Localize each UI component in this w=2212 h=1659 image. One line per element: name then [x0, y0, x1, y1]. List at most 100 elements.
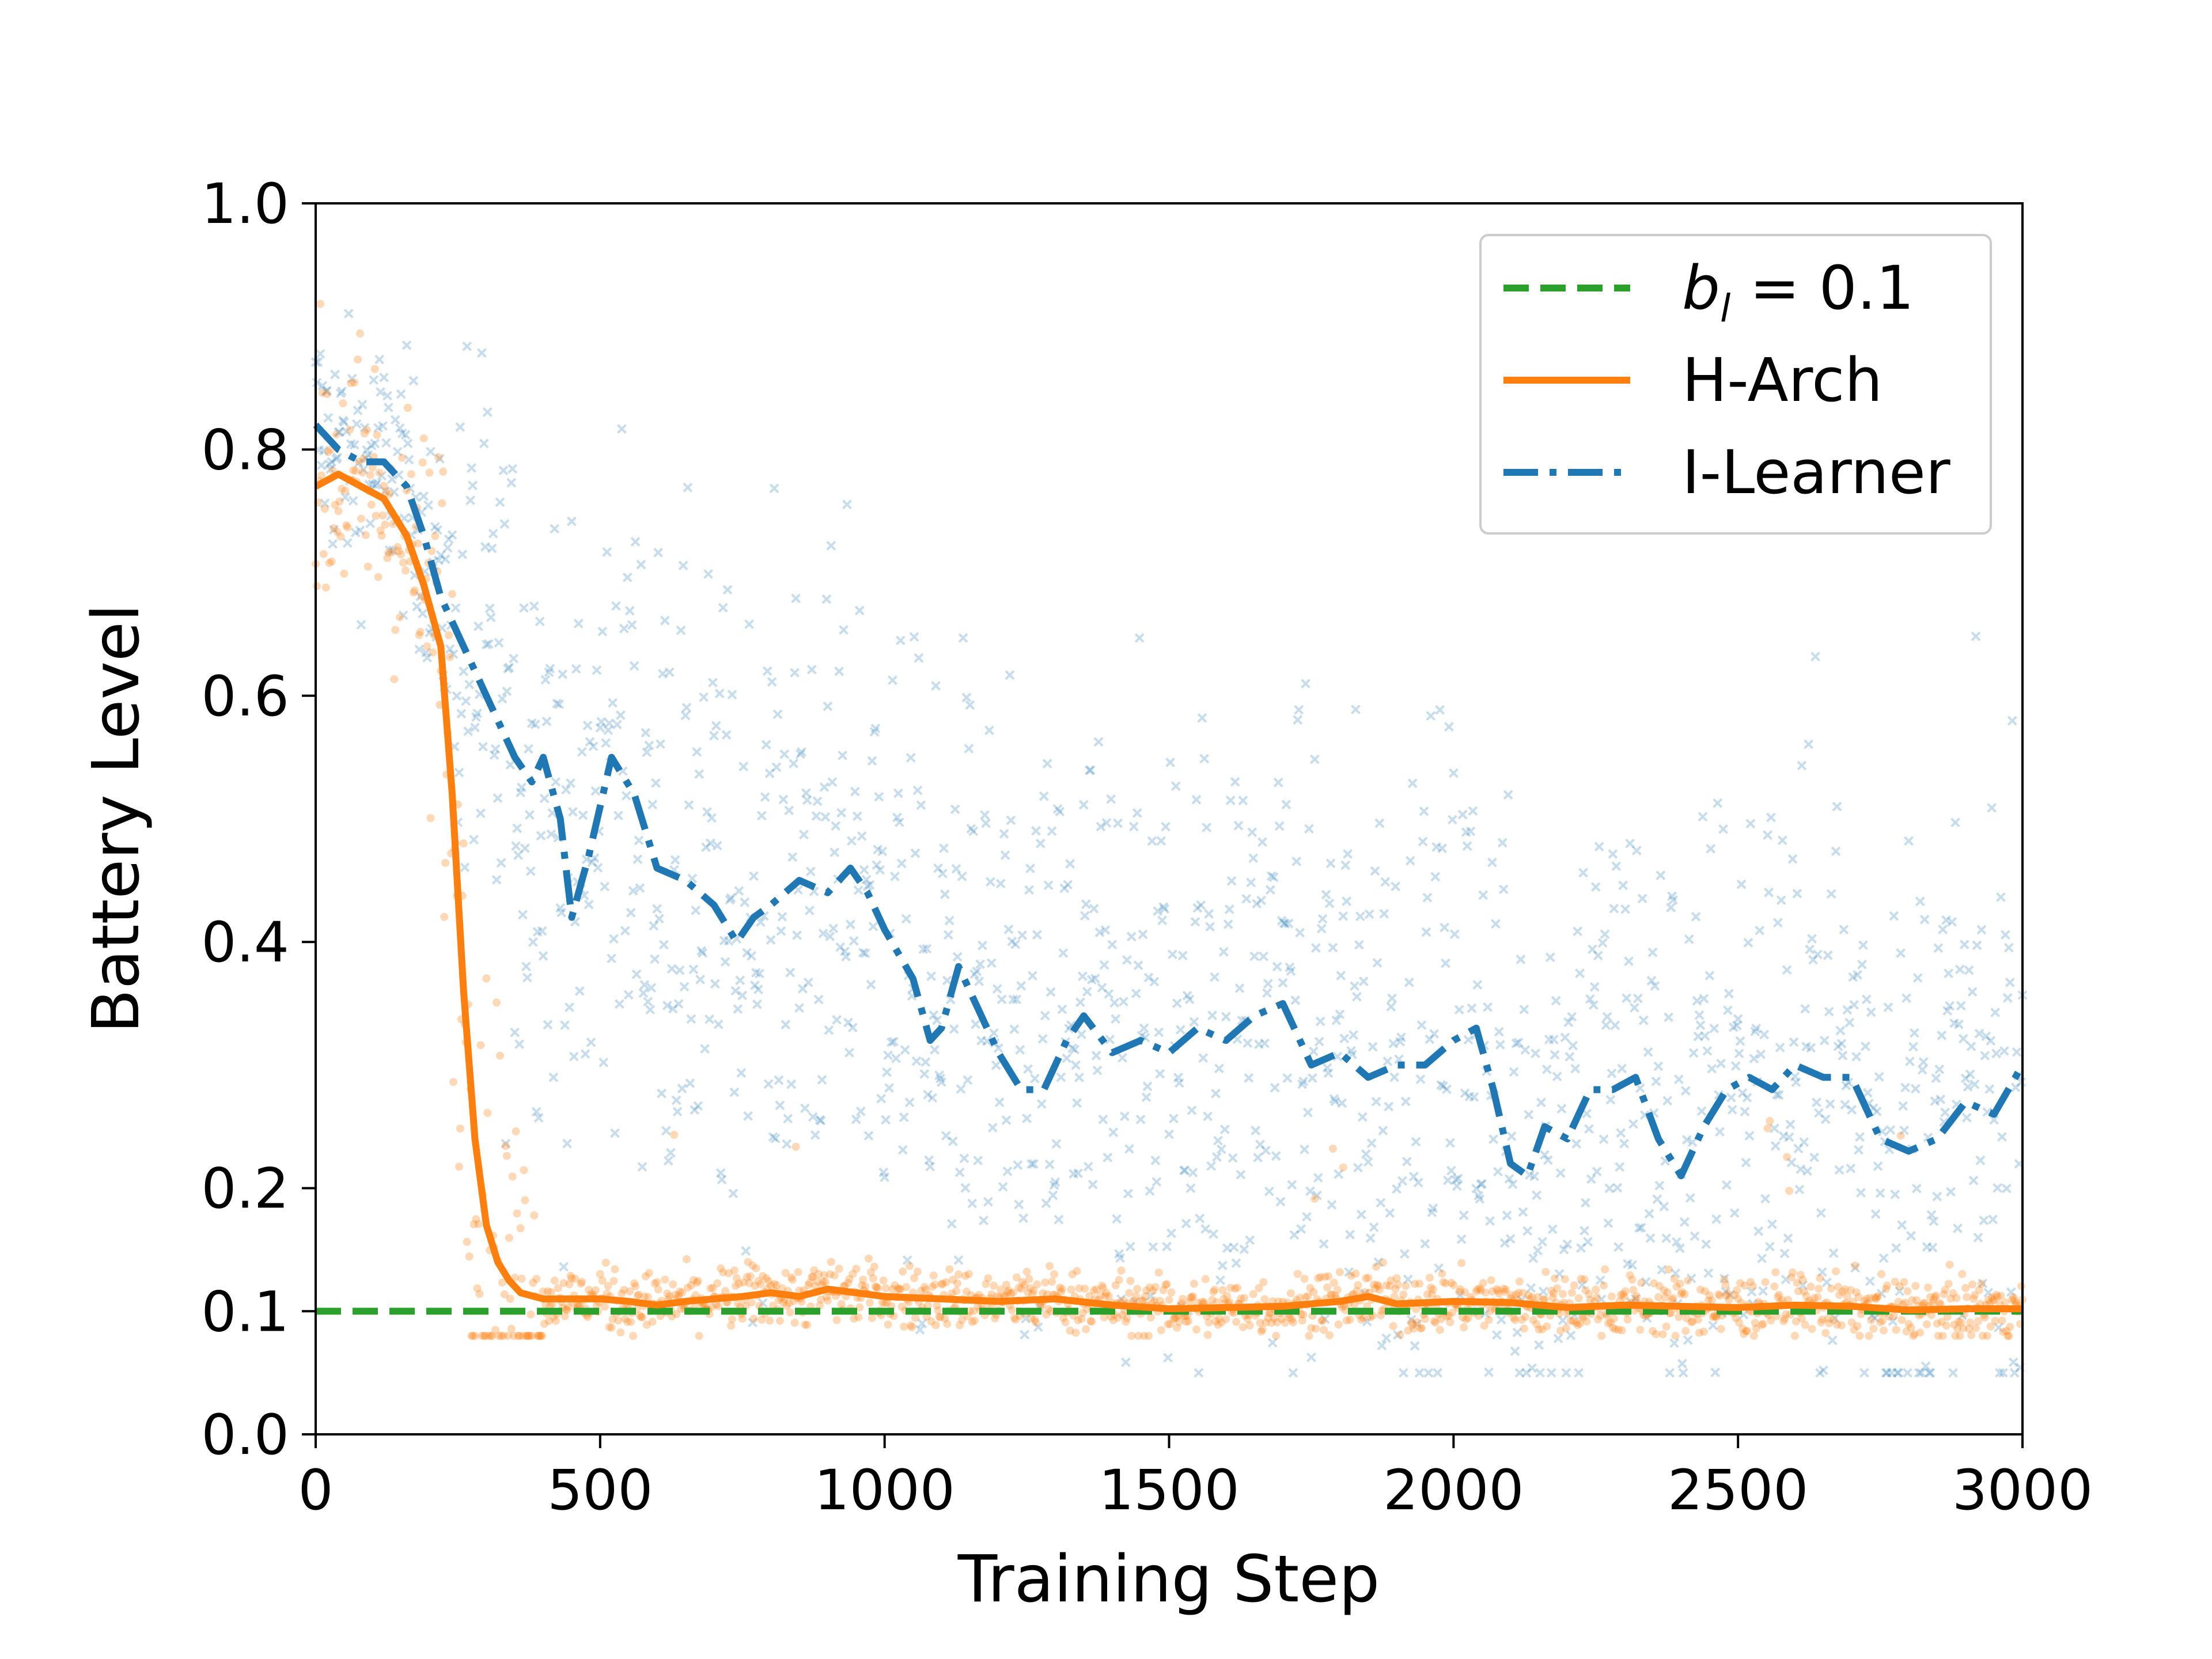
h-arch-sample: [1081, 1285, 1089, 1293]
h-arch-sample: [749, 1315, 758, 1323]
i-learner-sample: [2008, 1357, 2018, 1368]
i-learner-sample: [1813, 949, 1823, 960]
i-learner-sample: [1908, 1041, 1918, 1052]
h-arch-sample: [368, 463, 377, 472]
h-arch-sample: [897, 1302, 906, 1311]
h-arch-sample: [598, 1277, 607, 1285]
i-learner-sample: [1759, 1029, 1770, 1040]
h-arch-sample: [1300, 1275, 1309, 1283]
h-arch-sample: [709, 1284, 717, 1293]
i-learner-sample: [330, 369, 340, 380]
h-arch-sample: [1741, 1327, 1750, 1336]
i-learner-sample: [1545, 952, 1555, 963]
i-learner-sample: [369, 375, 379, 385]
i-learner-sample: [1699, 994, 1709, 1004]
h-arch-sample: [1977, 1279, 1986, 1288]
i-learner-sample: [1730, 1061, 1741, 1071]
i-learner-sample: [1895, 1286, 1905, 1297]
i-learner-sample: [596, 717, 607, 727]
h-arch-sample: [990, 1281, 998, 1290]
h-arch-sample: [1159, 1286, 1168, 1294]
i-learner-sample: [565, 1002, 574, 1012]
i-learner-sample: [1435, 704, 1445, 715]
i-learner-sample: [568, 806, 578, 817]
h-arch-sample: [1376, 1311, 1385, 1320]
i-learner-sample: [1635, 1083, 1645, 1093]
i-learner-sample: [459, 666, 469, 676]
i-learner-sample: [1933, 943, 1944, 953]
h-arch-sample: [1479, 1279, 1487, 1287]
h-arch-sample: [1916, 1328, 1925, 1337]
i-learner-sample: [787, 852, 798, 862]
i-learner-sample: [1327, 1200, 1337, 1210]
i-learner-sample: [2005, 978, 2015, 988]
h-arch-sample: [621, 1315, 630, 1323]
h-arch-sample: [1488, 1287, 1497, 1296]
h-arch-sample: [356, 329, 365, 338]
h-arch-sample: [911, 1313, 920, 1322]
i-learner-sample: [1721, 1180, 1732, 1190]
h-arch-sample: [440, 912, 449, 921]
i-learner-sample: [1073, 1168, 1083, 1179]
h-arch-sample: [1192, 1325, 1200, 1334]
i-learner-sample: [1616, 1128, 1626, 1138]
h-arch-sample: [1476, 1286, 1485, 1294]
h-arch-sample: [549, 1312, 558, 1321]
i-learner-sample: [444, 534, 454, 544]
h-arch-sample: [1990, 1296, 1998, 1304]
i-learner-sample: [645, 1005, 656, 1015]
h-arch-sample: [1609, 1314, 1618, 1323]
i-learner-sample: [1536, 1097, 1546, 1108]
i-learner-sample: [1735, 1036, 1745, 1046]
i-learner-sample: [721, 730, 732, 740]
h-arch-sample: [677, 1305, 685, 1313]
i-learner-sample: [786, 1079, 797, 1089]
h-arch-sample: [782, 1301, 791, 1310]
i-learner-sample: [1476, 1179, 1486, 1190]
i-learner-sample: [1719, 1274, 1729, 1283]
h-arch-sample: [1215, 1314, 1224, 1323]
i-learner-sample: [1205, 922, 1215, 932]
i-learner-sample: [1729, 1208, 1740, 1218]
i-learner-sample: [858, 948, 868, 958]
i-learner-sample: [1254, 1039, 1264, 1050]
h-arch-sample: [567, 1274, 576, 1283]
i-learner-sample: [1782, 965, 1792, 975]
i-learner-sample: [910, 848, 921, 858]
i-learner-sample: [1180, 1165, 1190, 1176]
i-learner-sample: [750, 980, 760, 990]
i-learner-sample: [1368, 1041, 1378, 1052]
i-learner-sample: [982, 1036, 992, 1046]
i-learner-sample: [2012, 1047, 2022, 1057]
i-learner-sample: [1109, 998, 1120, 1008]
h-arch-sample: [937, 1280, 946, 1289]
h-arch-sample: [1041, 1278, 1050, 1287]
i-learner-sample: [1135, 1114, 1146, 1124]
i-learner-sample: [1629, 1002, 1639, 1013]
h-arch-sample: [825, 1270, 834, 1279]
h-arch-sample: [865, 1254, 873, 1263]
h-arch-sample: [663, 1289, 672, 1298]
i-learner-sample: [1355, 911, 1365, 922]
h-arch-sample: [1285, 1313, 1294, 1322]
i-learner-sample: [1925, 1368, 1936, 1378]
i-learner-sample: [1426, 711, 1436, 721]
i-learner-sample: [1636, 1222, 1646, 1233]
h-arch-sample: [1850, 1325, 1858, 1334]
h-arch-sample: [1347, 1271, 1355, 1280]
i-learner-sample: [2009, 1368, 2020, 1378]
h-arch-sample: [397, 550, 406, 559]
i-learner-sample: [687, 873, 698, 884]
h-arch-sample: [1493, 1285, 1501, 1293]
i-learner-sample: [1538, 1286, 1548, 1297]
h-arch-sample: [1663, 1288, 1672, 1297]
h-arch-sample: [730, 1266, 738, 1275]
h-arch-sample: [627, 1317, 635, 1326]
i-learner-sample: [826, 540, 836, 551]
h-arch-sample: [1596, 1311, 1605, 1320]
h-arch-sample: [1911, 1282, 1920, 1290]
i-learner-sample: [1878, 1253, 1889, 1263]
i-learner-sample: [1610, 1020, 1620, 1031]
i-learner-sample: [1816, 1208, 1826, 1218]
h-arch-sample: [329, 524, 338, 533]
